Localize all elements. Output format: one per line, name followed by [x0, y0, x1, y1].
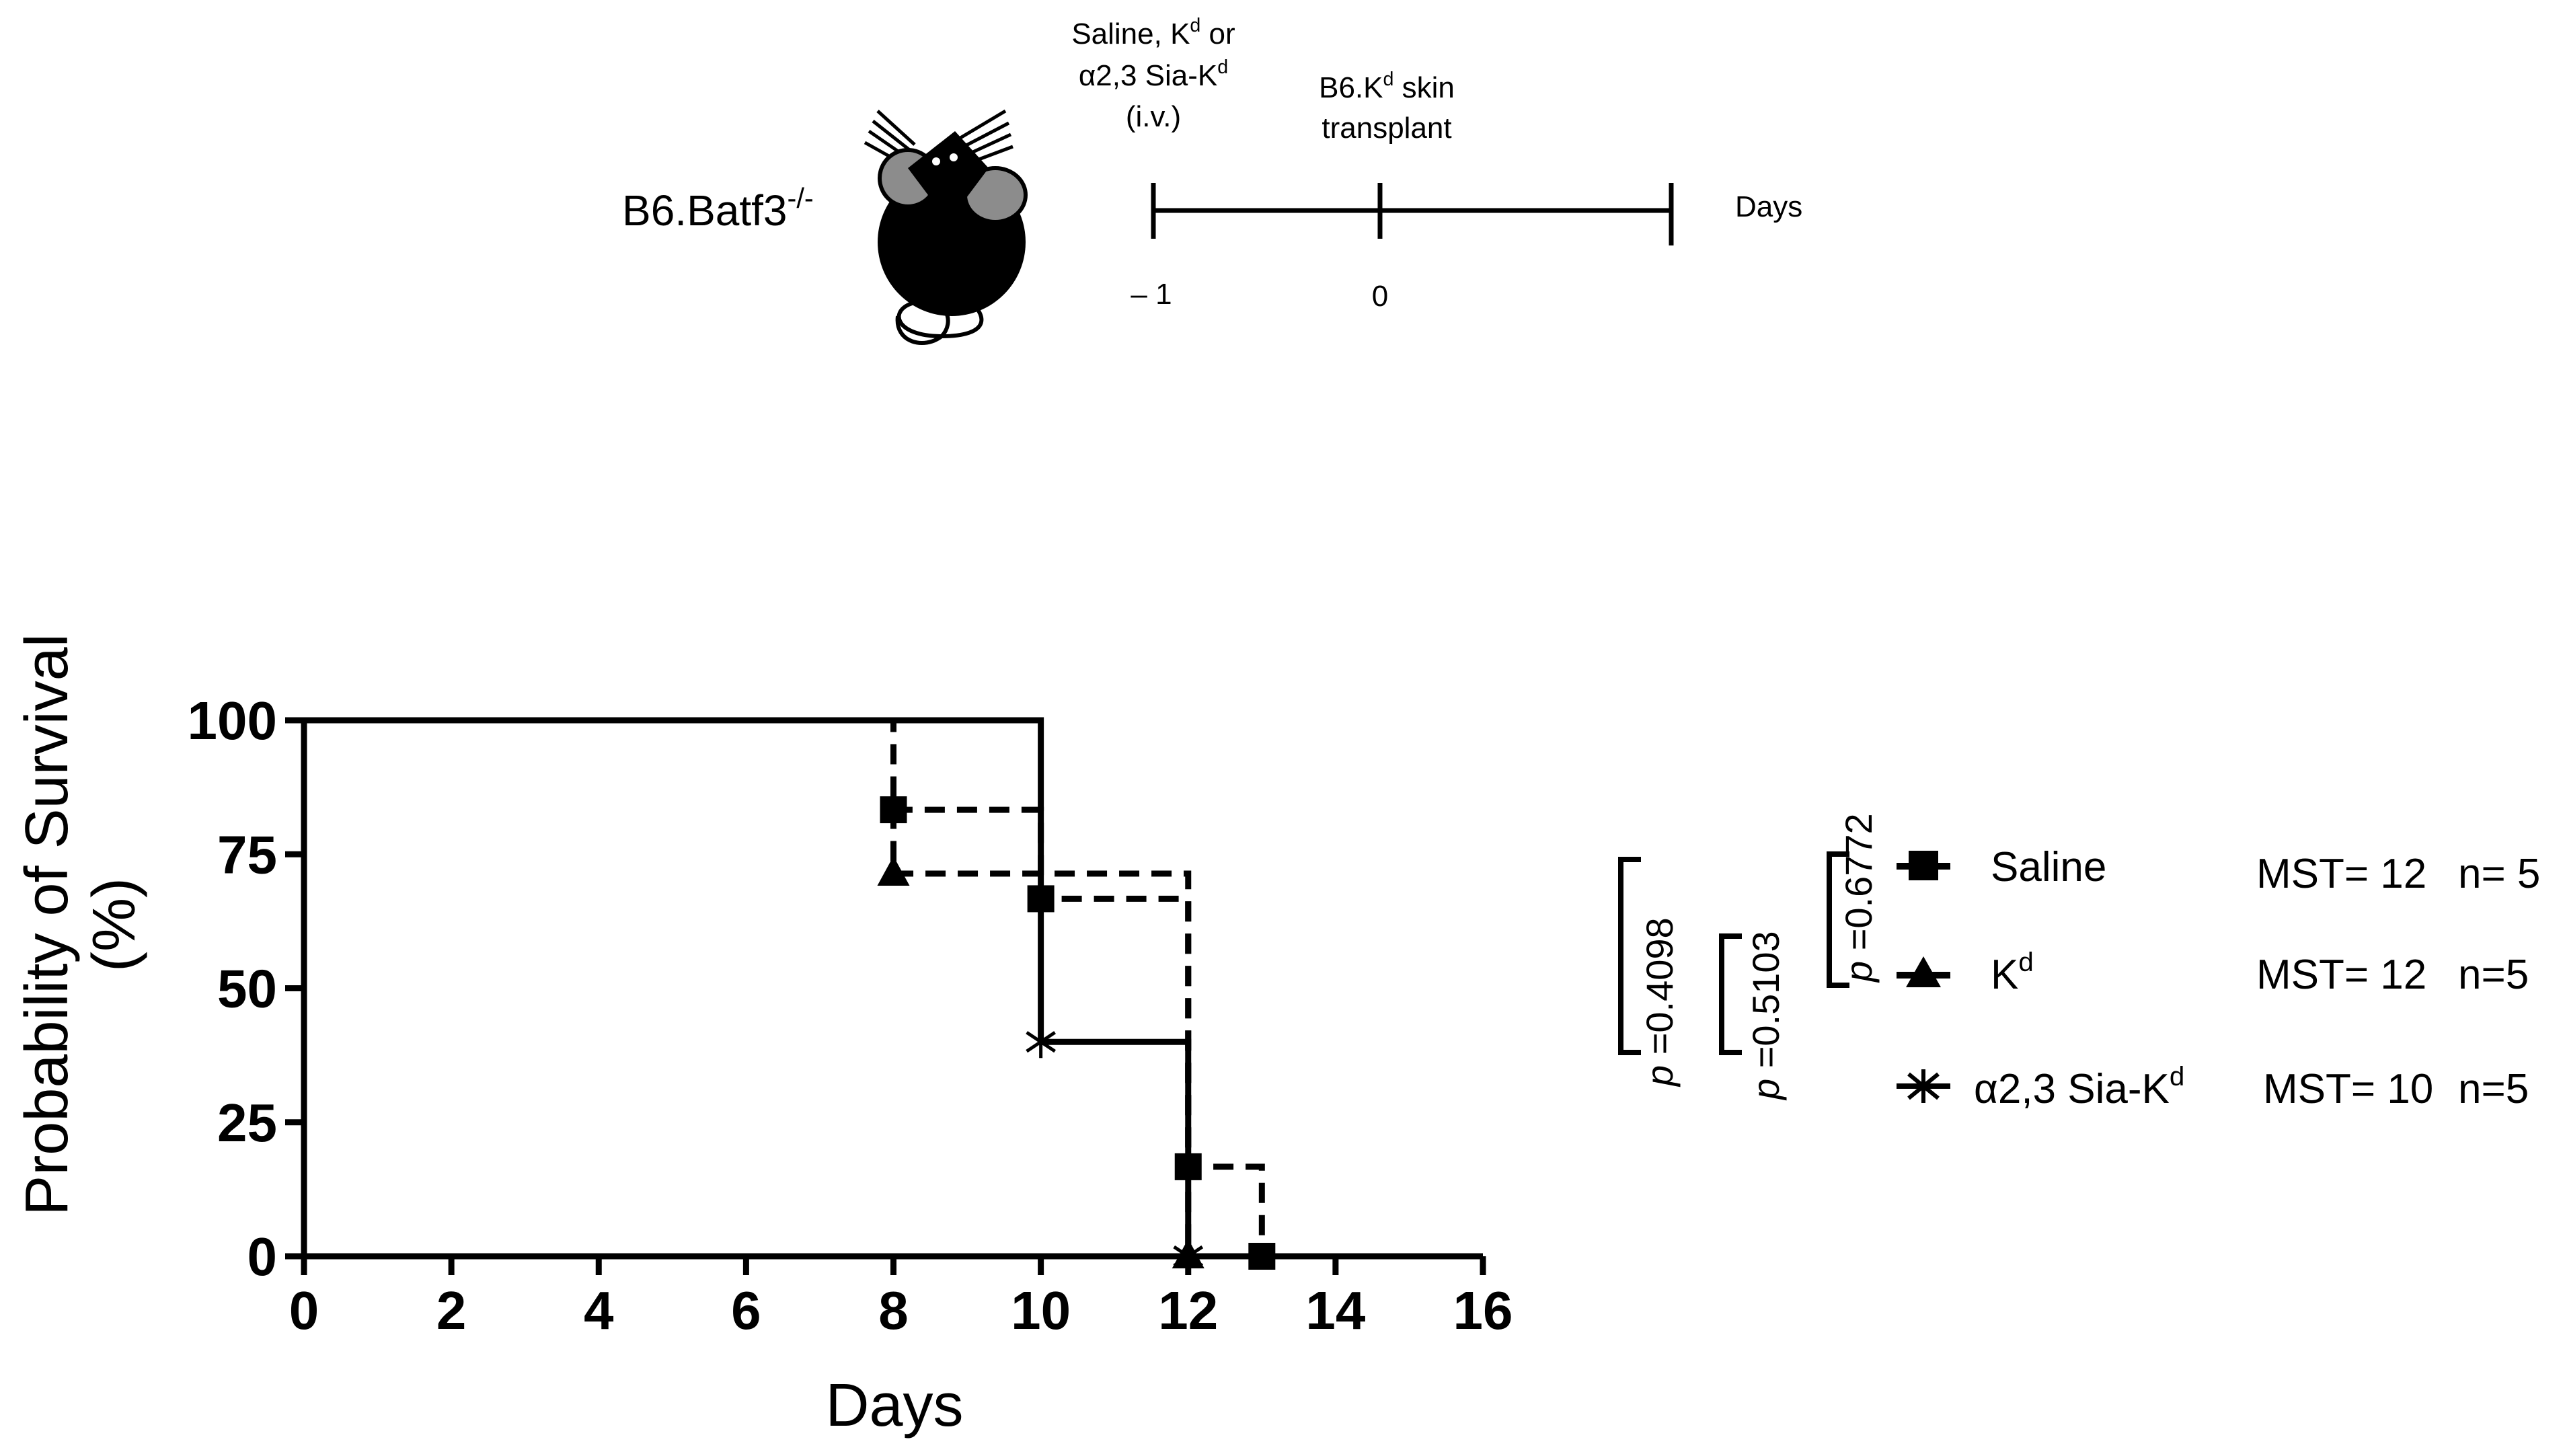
point-saline: [1027, 885, 1055, 913]
point-a23-sia-kd: [1026, 1026, 1057, 1059]
pvalue-brackets: [1618, 851, 1849, 1055]
svg-text:MST= 12: MST= 12: [2256, 851, 2426, 897]
svg-text:MST= 10: MST= 10: [2263, 1066, 2433, 1112]
y-tick-label: 100: [188, 691, 277, 751]
pvalue-1: p =0.4098: [1638, 917, 1681, 1087]
y-tick-label: 75: [217, 825, 277, 884]
treatment-label: Saline, Kd or: [1071, 15, 1235, 50]
legend: Saline MST= 12 n= 5 Kd MST= 12 n=5 α2,3 …: [1897, 844, 2540, 1112]
transplant-label: B6.Kd skin: [1319, 69, 1455, 104]
treatment-label-line3: (i.v.): [1126, 100, 1181, 133]
point-a23-sia-kd: [1173, 1240, 1204, 1272]
timeline-tick-minus1: – 1: [1131, 278, 1172, 311]
series-line-saline: [304, 717, 1265, 1256]
x-axis-title: Days: [825, 1372, 963, 1439]
point-kd: [877, 855, 910, 886]
x-tick-label: 16: [1453, 1280, 1513, 1340]
legend-item-kd: Kd MST= 12 n=5: [1897, 947, 2529, 998]
pvalue-2: p =0.5103: [1745, 931, 1787, 1101]
y-axis-title-unit: (%): [81, 878, 148, 972]
plot-markers: [877, 796, 1276, 1272]
y-tick-label: 50: [217, 959, 277, 1019]
svg-text:n=5: n=5: [2458, 1066, 2529, 1112]
asterisk-stroke: [1026, 1031, 1057, 1053]
timeline-days-label: Days: [1735, 190, 1802, 223]
pvalue-3: p =0.6772: [1837, 813, 1880, 983]
asterisk-marker-icon: [1907, 1069, 1940, 1103]
treatment-label-line2: α2,3 Sia-Kd: [1079, 56, 1228, 92]
survival-plot: 0 2 4 6 8 10 12 14 16 0 25 50 75 100: [188, 691, 1513, 1340]
triangle-marker-icon: [1906, 956, 1941, 987]
asterisk-stroke: [1173, 1245, 1204, 1268]
svg-text:MST= 12: MST= 12: [2256, 952, 2426, 998]
plot-tick-labels: 0 2 4 6 8 10 12 14 16 0 25 50 75 100: [188, 691, 1513, 1340]
x-tick-label: 2: [436, 1280, 467, 1340]
x-tick-label: 4: [584, 1280, 614, 1340]
series-line-a23-sia-kd: [304, 717, 1192, 1256]
y-axis-title: Probability of Survival: [13, 634, 81, 1215]
x-tick-label: 0: [289, 1280, 319, 1340]
point-saline: [1248, 1243, 1276, 1270]
square-marker-icon: [1909, 851, 1938, 880]
svg-text:n= 5: n= 5: [2458, 851, 2540, 897]
svg-text:α2,3 Sia-Kd: α2,3 Sia-Kd: [1974, 1061, 2184, 1112]
timeline: [1151, 183, 1674, 245]
legend-item-saline: Saline MST= 12 n= 5: [1897, 844, 2540, 897]
transplant-label-line2: transplant: [1322, 112, 1451, 145]
x-tick-label: 10: [1011, 1280, 1071, 1340]
x-tick-label: 6: [731, 1280, 761, 1340]
x-tick-label: 12: [1158, 1280, 1218, 1340]
x-tick-label: 14: [1305, 1280, 1365, 1340]
y-tick-label: 25: [217, 1093, 277, 1153]
x-tick-label: 8: [878, 1280, 909, 1340]
mouse-icon: [864, 109, 1028, 345]
timeline-tick-0: 0: [1372, 280, 1388, 313]
point-saline: [1174, 1153, 1202, 1180]
svg-text:Saline: Saline: [1991, 844, 2106, 890]
y-tick-label: 0: [247, 1227, 278, 1287]
svg-text:n=5: n=5: [2458, 952, 2529, 998]
point-saline: [880, 796, 907, 824]
series-line-kd: [304, 717, 1192, 1256]
strain-label: B6.Batf3-/-: [622, 182, 814, 235]
legend-item-a23-sia-kd: α2,3 Sia-Kd MST= 10 n=5: [1897, 1061, 2529, 1112]
plot-axes: [285, 717, 1486, 1275]
plot-steps: [304, 717, 1265, 1256]
svg-text:Kd: Kd: [1991, 947, 2034, 998]
